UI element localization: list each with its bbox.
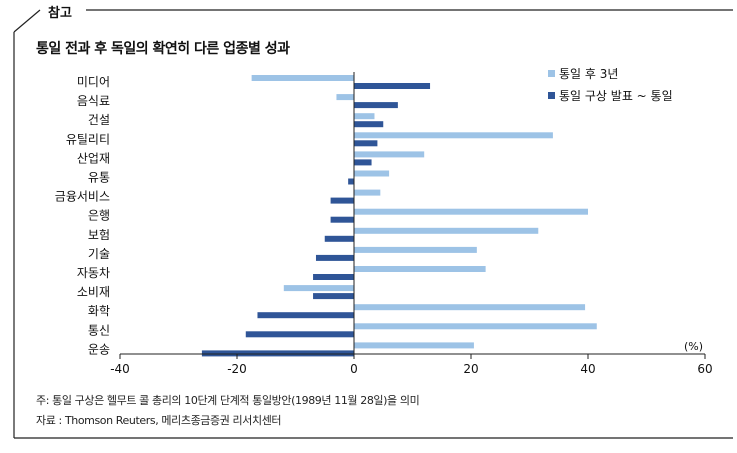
bar-before bbox=[330, 197, 354, 204]
x-tick-label: -20 bbox=[227, 362, 247, 376]
bar-after bbox=[283, 285, 354, 292]
legend-label: 통일 구상 발표 ~ 통일 bbox=[559, 89, 673, 103]
x-tick-label: 40 bbox=[580, 362, 595, 376]
bar-after bbox=[354, 189, 381, 196]
source-note: 자료 : Thomson Reuters, 메리츠종금증권 리서치센터 bbox=[36, 414, 282, 427]
bar-before bbox=[313, 274, 354, 280]
bar-after bbox=[354, 170, 390, 177]
bar-before bbox=[354, 102, 398, 109]
bar-before bbox=[324, 235, 354, 242]
category-label: 기술 bbox=[88, 247, 110, 261]
bars-group bbox=[201, 75, 597, 357]
bar-before bbox=[354, 83, 431, 89]
footnote: 주: 통일 구상은 헬무트 콜 총리의 10단계 단계적 통일방안(1989년 … bbox=[36, 394, 420, 407]
category-label: 유통 bbox=[88, 171, 110, 185]
x-tick-label: 60 bbox=[697, 362, 712, 376]
x-unit-label: (%) bbox=[684, 340, 703, 353]
bar-after bbox=[354, 323, 597, 330]
category-label: 은행 bbox=[88, 208, 110, 223]
category-label: 소비재 bbox=[77, 285, 110, 299]
bar-before bbox=[354, 121, 384, 128]
category-label: 화학 bbox=[88, 304, 110, 318]
bar-before bbox=[330, 216, 354, 223]
bar-before bbox=[354, 159, 372, 166]
bar-after bbox=[354, 132, 553, 139]
bar-before bbox=[315, 254, 354, 261]
chart-title: 통일 전과 후 독일의 확연히 다른 업종별 성과 bbox=[36, 41, 290, 57]
category-label: 운송 bbox=[88, 342, 110, 356]
category-label: 금융서비스 bbox=[55, 190, 110, 204]
bar-after bbox=[354, 227, 539, 234]
bar-before bbox=[313, 293, 354, 300]
legend-swatch bbox=[548, 92, 555, 99]
category-label: 음식료 bbox=[77, 94, 110, 108]
category-label: 자동차 bbox=[77, 266, 110, 280]
bar-after bbox=[354, 151, 425, 158]
category-label: 보험 bbox=[88, 228, 110, 242]
bar-after bbox=[354, 208, 588, 215]
category-label: 건설 bbox=[88, 113, 110, 127]
frame-corner-line bbox=[13, 9, 41, 33]
bar-after bbox=[354, 266, 486, 272]
bar-after bbox=[354, 246, 477, 253]
legend-label: 통일 후 3년 bbox=[559, 67, 618, 81]
x-tick-label: 0 bbox=[350, 362, 358, 376]
bar-after bbox=[354, 113, 375, 120]
x-tick-label: 20 bbox=[463, 362, 478, 376]
category-label: 유틸리티 bbox=[66, 132, 110, 146]
bar-before bbox=[257, 312, 354, 319]
category-label: 미디어 bbox=[77, 75, 110, 89]
x-tick-label: -40 bbox=[110, 362, 130, 376]
bar-after bbox=[354, 342, 474, 349]
bar-before bbox=[201, 350, 354, 357]
bar-after bbox=[251, 75, 354, 81]
category-label: 통신 bbox=[88, 323, 110, 337]
bar-before bbox=[245, 331, 354, 338]
legend-swatch bbox=[548, 70, 555, 77]
section-tag: 참고 bbox=[44, 2, 76, 21]
category-label: 산업재 bbox=[77, 151, 110, 165]
bar-after bbox=[336, 94, 354, 101]
bar-before bbox=[348, 178, 354, 185]
x-axis: -40 -20 0 20 40 60 (%) bbox=[110, 72, 713, 376]
bar-before bbox=[354, 140, 378, 147]
bar-after bbox=[354, 304, 586, 311]
